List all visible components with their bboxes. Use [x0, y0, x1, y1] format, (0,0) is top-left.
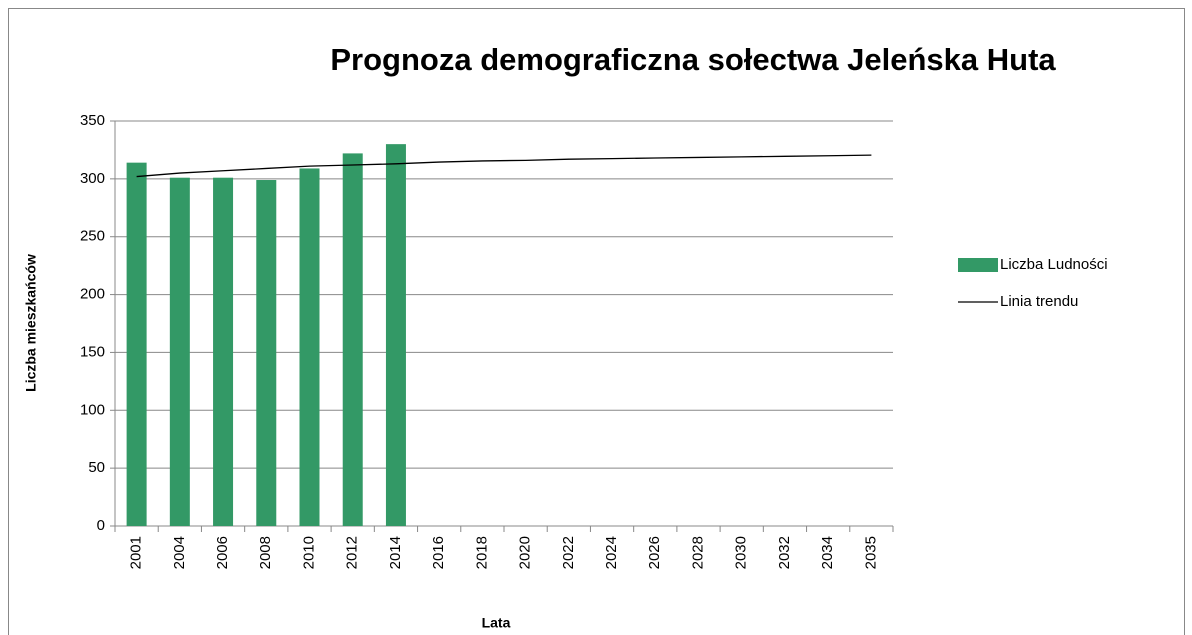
x-tick-label: 2014 — [387, 536, 404, 569]
bar — [169, 177, 190, 526]
y-tick-label: 350 — [80, 112, 105, 129]
bar — [342, 153, 363, 526]
x-tick-label: 2024 — [603, 536, 620, 569]
x-tick-label: 2020 — [517, 536, 534, 569]
y-tick-label: 200 — [80, 286, 105, 303]
x-axis-label: Lata — [482, 615, 511, 631]
chart-title: Prognoza demograficzna sołectwa Jeleńska… — [330, 42, 1056, 77]
legend-label: Liczba Ludności — [1000, 256, 1108, 273]
y-axis-label: Liczba mieszkańców — [23, 254, 39, 392]
x-tick-label: 2012 — [344, 536, 361, 569]
trend-line — [136, 154, 872, 178]
x-tick-label: 2022 — [560, 536, 577, 569]
x-tick-label: 2026 — [646, 536, 663, 569]
x-tick-label: 2032 — [776, 536, 793, 569]
x-tick-label: 2006 — [214, 536, 231, 569]
y-tick-label: 300 — [80, 170, 105, 187]
y-tick-label: 250 — [80, 228, 105, 245]
x-tick-label: 2035 — [862, 536, 879, 569]
x-tick-label: 2018 — [473, 536, 490, 569]
y-tick-label: 150 — [80, 343, 105, 360]
bar — [256, 180, 277, 526]
x-tick-label: 2016 — [430, 536, 447, 569]
x-tick-label: 2004 — [171, 536, 188, 569]
y-tick-label: 100 — [80, 401, 105, 418]
bar — [299, 168, 320, 526]
x-tick-label: 2034 — [819, 536, 836, 569]
x-tick-label: 2030 — [733, 536, 750, 569]
x-tick-label: 2010 — [300, 536, 317, 569]
x-tick-label: 2028 — [689, 536, 706, 569]
x-tick-label: 2001 — [128, 536, 145, 569]
legend-label: Linia trendu — [1000, 293, 1078, 310]
x-tick-label: 2008 — [257, 536, 274, 569]
y-tick-label: 0 — [97, 517, 105, 534]
bar — [385, 144, 406, 526]
chart-border — [8, 8, 1185, 635]
legend-swatch — [958, 258, 998, 272]
bar — [213, 177, 234, 526]
bar — [126, 162, 147, 526]
y-tick-label: 50 — [88, 459, 105, 476]
